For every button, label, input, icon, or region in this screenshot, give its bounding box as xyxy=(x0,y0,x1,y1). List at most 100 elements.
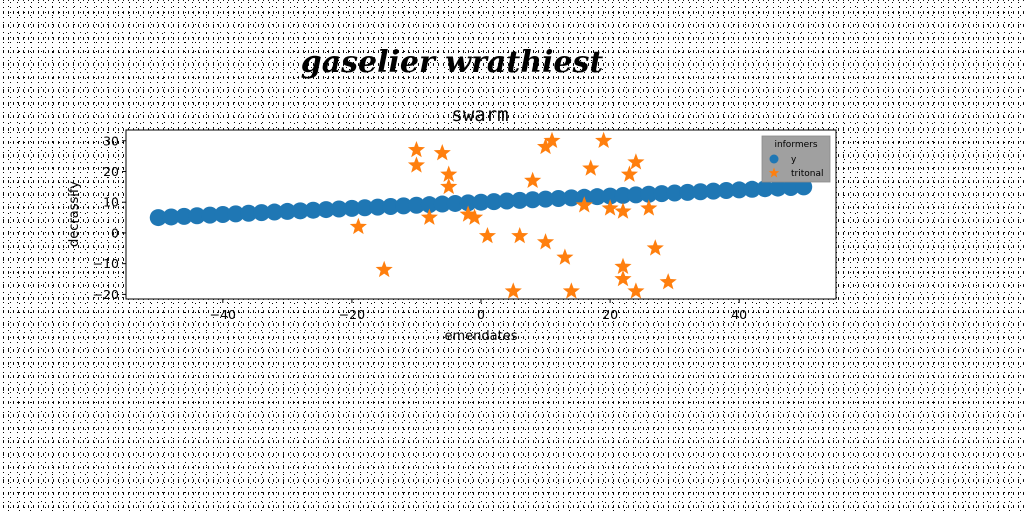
point-y xyxy=(588,188,606,206)
point-tritonal xyxy=(524,171,542,188)
point-tritonal xyxy=(627,282,645,299)
legend-label-tritonal: tritonal xyxy=(791,169,823,179)
point-tritonal xyxy=(536,137,555,155)
y-tick-label: 0 xyxy=(111,225,119,240)
point-y xyxy=(278,202,296,220)
point-y xyxy=(369,198,387,216)
point-tritonal xyxy=(511,227,529,244)
point-tritonal xyxy=(620,165,639,182)
point-tritonal xyxy=(407,140,426,158)
point-y xyxy=(524,191,542,209)
legend-label-y: y xyxy=(791,155,797,165)
legend-marker-y xyxy=(769,154,779,164)
point-tritonal xyxy=(614,257,632,275)
y-tick-label: 10 xyxy=(103,195,119,210)
point-y xyxy=(640,185,658,203)
point-tritonal xyxy=(575,196,593,213)
point-tritonal xyxy=(420,208,438,225)
point-y xyxy=(472,193,490,211)
point-tritonal xyxy=(614,270,632,287)
point-y xyxy=(511,191,529,209)
point-y xyxy=(756,180,774,198)
point-y xyxy=(795,178,813,196)
x-tick-label: 40 xyxy=(731,307,747,322)
point-y xyxy=(253,204,271,222)
point-y xyxy=(601,187,619,205)
x-axis-label: emendates xyxy=(445,329,518,344)
point-tritonal xyxy=(595,131,613,149)
point-tritonal xyxy=(433,144,451,161)
point-y xyxy=(433,195,451,213)
point-y xyxy=(549,190,567,208)
point-y xyxy=(627,186,645,204)
point-y xyxy=(162,208,180,226)
series-layer xyxy=(149,131,813,299)
point-y xyxy=(395,197,413,215)
point-y xyxy=(343,199,361,217)
y-tick-label: −20 xyxy=(93,287,119,302)
point-y xyxy=(407,196,425,214)
point-y xyxy=(304,201,322,219)
plot-area xyxy=(125,129,837,300)
point-y xyxy=(265,203,283,221)
y-tick-label: 30 xyxy=(103,133,119,148)
point-y xyxy=(679,183,697,201)
point-y xyxy=(420,196,438,214)
point-y xyxy=(227,205,245,223)
point-tritonal xyxy=(459,205,477,222)
point-y xyxy=(382,198,400,216)
point-y xyxy=(562,189,580,207)
y-axis: −20 −10 0 10 20 30 xyxy=(93,133,126,302)
point-tritonal xyxy=(556,248,574,265)
point-y xyxy=(175,207,193,225)
x-tick-label: −20 xyxy=(339,307,365,322)
point-y xyxy=(614,186,632,204)
point-tritonal xyxy=(640,199,658,216)
point-tritonal xyxy=(407,156,426,173)
y-tick-label: −10 xyxy=(93,256,119,271)
figure-suptitle: gaselier wrathiest xyxy=(301,45,604,80)
point-y xyxy=(240,204,258,222)
point-tritonal xyxy=(659,273,677,290)
x-tick-label: 0 xyxy=(477,307,485,322)
chart-title: swarm xyxy=(451,104,508,126)
point-tritonal xyxy=(582,159,600,176)
point-y xyxy=(537,190,555,208)
point-y xyxy=(666,184,684,202)
legend: informers y tritonal xyxy=(761,135,831,183)
point-tritonal xyxy=(543,131,561,149)
point-tritonal xyxy=(536,233,555,250)
point-y xyxy=(653,185,671,203)
point-y xyxy=(704,182,722,200)
point-y xyxy=(459,194,477,212)
point-tritonal xyxy=(349,217,367,235)
point-y xyxy=(485,193,503,211)
point-tritonal xyxy=(440,177,458,195)
point-y xyxy=(330,200,348,218)
point-y xyxy=(201,206,219,224)
point-y xyxy=(356,199,374,217)
point-tritonal xyxy=(614,202,632,219)
point-y xyxy=(717,182,735,200)
x-tick-label: −40 xyxy=(210,307,236,322)
point-y xyxy=(149,209,167,227)
point-y xyxy=(498,192,516,210)
legend-marker-tritonal xyxy=(768,167,780,178)
point-tritonal xyxy=(478,227,497,244)
point-y xyxy=(730,181,748,199)
x-axis: −40 −20 0 20 40 xyxy=(210,299,747,322)
point-tritonal xyxy=(440,165,458,182)
point-tritonal xyxy=(504,282,522,299)
point-y xyxy=(214,206,232,223)
point-y xyxy=(188,207,206,225)
point-tritonal xyxy=(601,199,619,216)
point-y xyxy=(446,194,464,212)
point-tritonal xyxy=(627,153,645,170)
point-y xyxy=(317,201,335,219)
point-y xyxy=(769,179,787,197)
point-tritonal xyxy=(465,208,484,225)
point-tritonal xyxy=(646,239,664,256)
y-tick-label: 20 xyxy=(103,164,119,179)
point-tritonal xyxy=(562,282,580,299)
